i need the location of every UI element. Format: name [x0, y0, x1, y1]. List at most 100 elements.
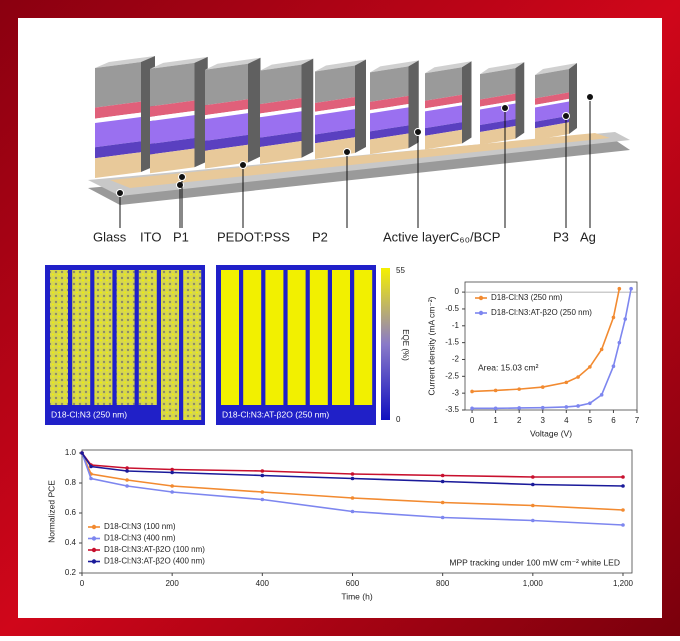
- leader-dot: [116, 189, 124, 197]
- strip-top: [95, 56, 155, 68]
- strip-layer: [260, 140, 302, 164]
- charts: 0 1 2 3 4 5 6 7 0 -0.5 -1 -1.5 -2 -2.5 -3 -3.5 Voltage (…: [46, 281, 640, 601]
- strip-layer: [315, 65, 355, 103]
- strip-layer: [535, 69, 569, 99]
- subcell-stripe: [354, 270, 373, 420]
- x-axis-label: Voltage (V): [530, 428, 572, 438]
- legend-label: D18-Cl:N3 (400 nm): [104, 534, 176, 543]
- data-point: [564, 380, 569, 385]
- data-point: [470, 406, 474, 411]
- x-tick-label: 1,200: [613, 579, 634, 588]
- data-point: [517, 406, 521, 410]
- device-schematic: Glass ITO P1 PEDOT:PSS P2 Active layer C₆₀/BCP…: [88, 56, 630, 244]
- strip-top: [425, 61, 472, 74]
- layer-label: P2: [312, 229, 328, 244]
- y-tick-label: -2: [452, 355, 460, 364]
- y-tick-label: 1.0: [65, 448, 77, 457]
- strip-layer: [370, 104, 409, 114]
- data-point: [350, 496, 355, 500]
- strip-layer: [205, 63, 248, 106]
- strip-side: [194, 56, 208, 168]
- colorbar-tick-label: 55: [396, 266, 405, 275]
- layer-label: P3: [553, 229, 569, 244]
- y-tick-label: 0.6: [65, 508, 77, 517]
- legend-marker-dot: [91, 547, 97, 553]
- data-point: [611, 315, 616, 320]
- subcell-stripe: [116, 270, 135, 420]
- data-point: [531, 475, 535, 479]
- leader-dot: [586, 93, 594, 101]
- strip-top: [315, 59, 366, 72]
- layer-label: Glass: [93, 229, 127, 244]
- data-point: [350, 476, 355, 481]
- strip-top: [150, 56, 208, 69]
- data-point: [588, 365, 592, 369]
- data-point: [599, 347, 604, 352]
- data-point: [629, 286, 633, 291]
- strip-layer: [150, 110, 195, 122]
- data-point: [588, 401, 592, 406]
- x-tick-label: 400: [256, 579, 270, 588]
- x-tick-label: 1,000: [523, 579, 544, 588]
- data-point: [89, 476, 93, 481]
- strip-layer: [315, 105, 355, 116]
- strip-layer: [150, 138, 195, 155]
- x-tick-label: 600: [346, 579, 360, 588]
- strip-side: [462, 61, 472, 144]
- legend-label: D18-Cl:N3 (250 nm): [491, 293, 563, 302]
- data-point: [170, 467, 174, 472]
- strip-layer: [95, 141, 141, 159]
- legend-marker-dot: [91, 524, 97, 530]
- strip-layer: [370, 133, 409, 155]
- data-point: [350, 509, 355, 514]
- subcell-stripe: [183, 270, 202, 420]
- plot-frame: [81, 449, 633, 574]
- ito-layer: [110, 133, 610, 188]
- strip-side: [248, 57, 261, 163]
- strip-layer: [425, 129, 462, 150]
- series-line: [472, 288, 632, 410]
- subcell-stripe: [265, 270, 284, 420]
- data-point: [440, 500, 445, 505]
- data-point: [260, 469, 265, 473]
- annotation: MPP tracking under 100 mW cm⁻² white LED: [449, 557, 620, 567]
- x-tick-label: 200: [165, 579, 179, 588]
- data-point: [576, 375, 580, 379]
- layer-label: P1: [173, 229, 189, 244]
- subcell-stripe: [221, 270, 239, 420]
- subcell-stripe: [94, 270, 113, 420]
- subcell-stripe: [243, 270, 262, 420]
- strip-layer: [535, 115, 569, 129]
- strip-side: [515, 62, 525, 139]
- data-point: [470, 389, 474, 394]
- subcell-stripe: [138, 270, 157, 420]
- strip-top: [260, 58, 314, 71]
- annotation: Area: 15.03 cm²: [478, 362, 539, 372]
- data-point: [531, 503, 535, 508]
- y-tick-label: -3.5: [445, 405, 459, 414]
- data-point: [564, 405, 569, 409]
- data-point: [170, 484, 174, 488]
- strip-layer: [315, 109, 355, 135]
- data-point: [125, 466, 129, 470]
- strip-layer: [95, 152, 141, 178]
- colorbar-title: EQE (%): [401, 329, 410, 361]
- layer-label: PEDOT:PSS: [217, 229, 290, 244]
- data-point: [440, 479, 445, 484]
- leader-dot: [239, 161, 247, 169]
- data-point: [440, 515, 445, 520]
- strip-top: [480, 62, 525, 75]
- strip-layer: [260, 107, 302, 118]
- strip-layer: [260, 131, 302, 147]
- strip-layer: [95, 62, 141, 108]
- strip-layer: [95, 101, 141, 119]
- data-point: [617, 340, 622, 345]
- data-point: [617, 286, 622, 291]
- layer-label: Ag: [580, 229, 596, 244]
- subcell-stripe: [287, 270, 306, 420]
- y-tick-label: -3: [452, 388, 460, 397]
- strip-layer: [205, 144, 248, 169]
- strip-side: [569, 63, 577, 134]
- data-point: [531, 482, 535, 487]
